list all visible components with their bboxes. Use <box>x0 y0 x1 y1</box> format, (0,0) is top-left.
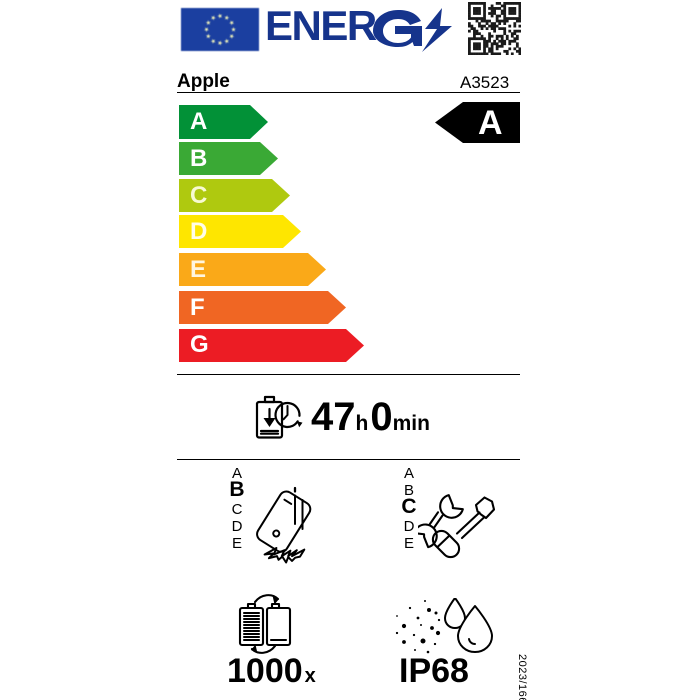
svg-text:A: A <box>478 104 503 142</box>
svg-text:A: A <box>190 108 207 135</box>
svg-text:D: D <box>190 218 207 245</box>
svg-text:F: F <box>190 294 205 321</box>
svg-text:B: B <box>190 145 207 172</box>
svg-text:C: C <box>190 182 207 209</box>
svg-text:E: E <box>190 256 206 283</box>
svg-text:G: G <box>190 331 209 358</box>
